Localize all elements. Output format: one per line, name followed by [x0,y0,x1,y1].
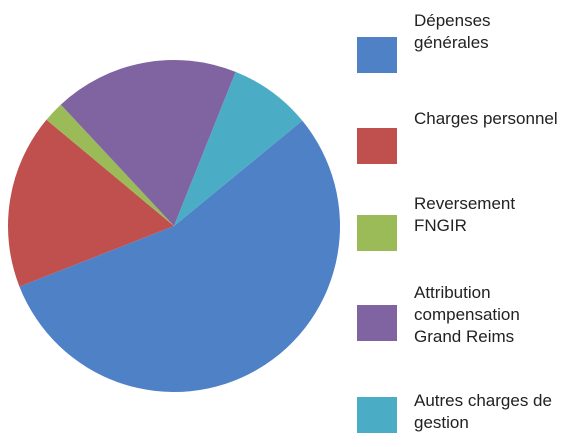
legend-label: Dépenses générales [414,11,491,52]
legend-swatch [357,37,397,73]
legend-swatch [357,305,397,341]
pie-slice [46,104,174,226]
pie-slice [19,120,340,392]
pie-slice [60,59,236,226]
legend-label: Attribution compensation Grand Reims [414,283,520,346]
pie-slice [7,119,174,287]
legend-swatch [357,215,397,251]
legend-label: Autres charges de gestion [414,391,552,432]
chart [7,59,340,392]
legend-label: Reversement FNGIR [414,194,516,235]
pie-slice [174,71,303,226]
legend-swatch [357,397,397,433]
legend-label: Charges personnel [414,109,558,128]
legend-swatch [357,128,397,164]
